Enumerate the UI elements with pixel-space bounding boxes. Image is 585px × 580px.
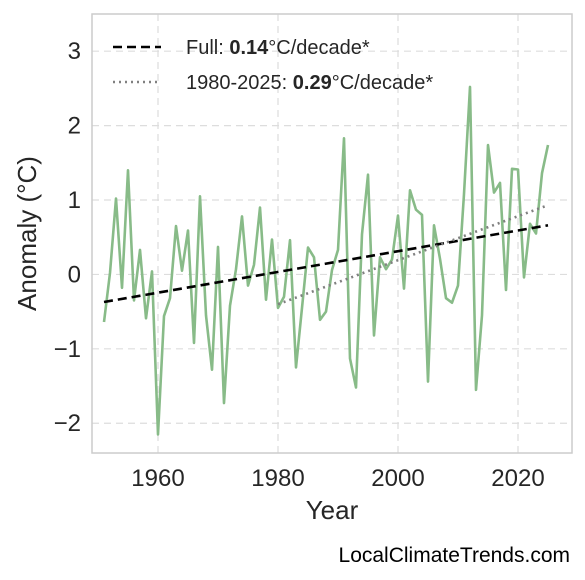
legend-entry-full: Full: 0.14°C/decade* [186, 37, 370, 59]
x-tick-label: 2020 [491, 465, 544, 492]
y-tick-label: 3 [68, 38, 81, 65]
y-tick-label: 2 [68, 113, 81, 140]
site-credit: LocalClimateTrends.com [338, 544, 570, 567]
x-tick-label: 1960 [131, 465, 184, 492]
x-tick-labels: 1960 1980 2000 2020 [131, 465, 544, 492]
y-tick-label: 1 [68, 187, 81, 214]
anomaly-series-line [102, 85, 550, 436]
x-axis-label: Year [306, 495, 359, 525]
series-layer [102, 85, 550, 436]
trend-full-line [103, 224, 549, 304]
legend-recent-unit: °C/decade* [332, 72, 434, 94]
legend-full-unit: °C/decade* [268, 37, 370, 59]
legend-recent-rate: 0.29 [293, 72, 332, 94]
y-tick-label: −2 [54, 410, 81, 437]
y-tick-label: 0 [68, 261, 81, 288]
x-tick-label: 1980 [251, 465, 304, 492]
legend-recent-name: 1980-2025: [186, 72, 293, 94]
y-axis-label: Anomaly (°C) [12, 156, 42, 311]
legend-full-name: Full: [186, 37, 229, 59]
y-tick-label: −1 [54, 336, 81, 363]
y-tick-labels: 3 2 1 0 −1 −2 [54, 38, 81, 437]
plot-frame [91, 13, 573, 454]
x-tick-label: 2000 [371, 465, 424, 492]
legend: Full: 0.14°C/decade* 1980-2025: 0.29°C/d… [113, 37, 433, 94]
legend-entry-recent: 1980-2025: 0.29°C/decade* [186, 72, 433, 94]
legend-full-rate: 0.14 [229, 37, 269, 59]
